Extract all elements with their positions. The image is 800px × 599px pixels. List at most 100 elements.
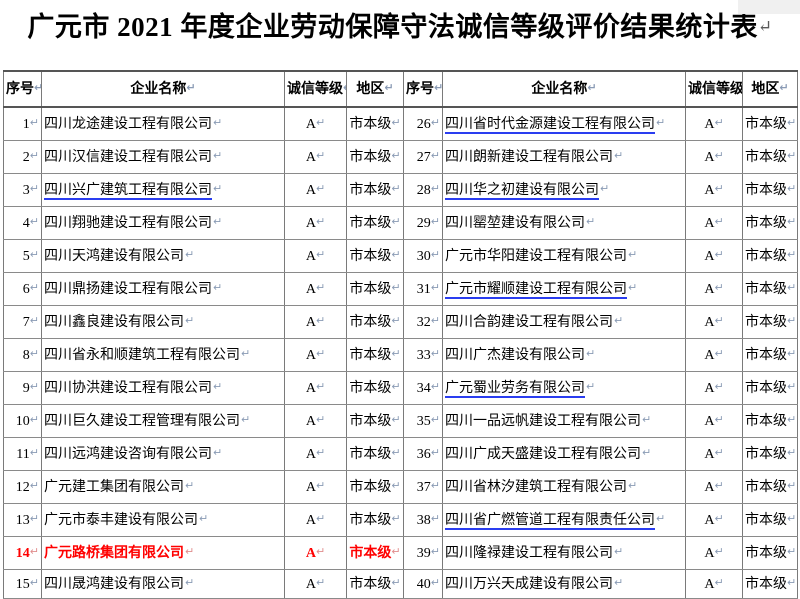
company-name-right-text: 四川广杰建设有限公司: [445, 348, 585, 363]
paragraph-mark-icon: ↵: [391, 413, 401, 426]
row-index-left: 5↵: [3, 239, 42, 273]
credit-grade-left: A↵: [284, 569, 347, 599]
company-name-left-text: 四川晟鸿建设有限公司: [44, 577, 184, 592]
credit-grade-left-text: A: [305, 513, 316, 528]
region-left: 市本级↵: [346, 371, 404, 405]
column-header-company-right: 企业名称↵: [442, 70, 686, 108]
row-index-right-text: 39: [416, 546, 431, 561]
credit-grade-left: A↵: [284, 503, 347, 537]
credit-grade-right: A↵: [685, 470, 743, 504]
column-header-grade-right-text: 诚信等级: [688, 82, 743, 97]
region-left-text: 市本级: [349, 348, 392, 363]
column-header-grade-left-text: 诚信等级: [287, 82, 343, 97]
region-left-text: 市本级: [349, 282, 392, 297]
region-left: 市本级↵: [346, 569, 404, 599]
paragraph-mark-icon: ↵: [787, 413, 797, 426]
paragraph-mark-icon: ↵: [315, 479, 326, 492]
paragraph-mark-icon: ↵: [241, 413, 251, 426]
region-left: 市本级↵: [346, 305, 404, 339]
company-name-left-text: 四川省永和顺建筑工程有限公司: [44, 348, 240, 363]
company-name-right-text: 四川合韵建设工程有限公司: [445, 315, 613, 330]
row-index-left: 9↵: [3, 371, 42, 405]
row-index-left-text: 12: [15, 480, 30, 495]
region-right: 市本级↵: [742, 173, 798, 207]
table-row: 7↵ 四川鑫良建设有限公司↵ A↵ 市本级↵ 32↵ 四川合韵建设工程有限公司↵ A↵ 市本级…: [3, 305, 798, 339]
region-left-text: 市本级: [349, 249, 392, 264]
company-name-left: 四川鑫良建设有限公司↵: [41, 305, 285, 339]
company-name-right-text: 四川华之初建设有限公司: [445, 183, 599, 200]
region-right: 市本级↵: [742, 106, 798, 141]
company-name-right-text: 四川广成天盛建设工程有限公司: [445, 447, 641, 462]
paragraph-mark-icon: ↵: [34, 81, 41, 94]
region-right-text: 市本级: [745, 249, 787, 264]
paragraph-mark-icon: ↵: [628, 281, 638, 294]
paragraph-mark-icon: ↵: [391, 116, 401, 129]
company-name-right: 四川合韵建设工程有限公司↵: [442, 305, 686, 339]
credit-grade-right: A↵: [685, 206, 743, 240]
company-name-left-text: 四川远鸿建设咨询有限公司: [44, 447, 212, 462]
table-row: 2↵ 四川汉信建设工程有限公司↵ A↵ 市本级↵ 27↵ 四川朗新建设工程有限公司↵ A↵ 市…: [3, 140, 798, 174]
paragraph-mark-icon: ↵: [714, 215, 724, 228]
column-header-grade-right: 诚信等级↵: [685, 70, 743, 108]
paragraph-mark-icon: ↵: [714, 248, 724, 261]
region-left-text: 市本级: [349, 117, 392, 132]
company-name-right-text: 四川一品远帆建设工程有限公司: [445, 414, 641, 429]
column-header-index-right: 序号↵: [403, 70, 443, 108]
company-name-left-text: 四川天鸿建设有限公司: [44, 249, 184, 264]
region-right: 市本级↵: [742, 404, 798, 438]
row-index-left: 6↵: [3, 272, 42, 306]
region-right: 市本级↵: [742, 305, 798, 339]
row-index-right: 32↵: [403, 305, 443, 339]
paragraph-mark-icon: ↵: [29, 545, 39, 558]
credit-grade-left: A↵: [284, 140, 347, 174]
row-index-left-text: 15: [15, 577, 30, 592]
paragraph-mark-icon: ↵: [600, 182, 610, 195]
row-index-left-text: 7: [22, 315, 30, 330]
credit-grade-right: A↵: [685, 272, 743, 306]
region-right: 市本级↵: [742, 371, 798, 405]
table-row: 12↵ 广元建工集团有限公司↵ A↵ 市本级↵ 37↵ 四川省林汐建筑工程有限公司↵ A↵ 市…: [3, 470, 798, 504]
company-name-right: 四川省林汐建筑工程有限公司↵: [442, 470, 686, 504]
credit-grade-left-text: A: [305, 216, 316, 231]
company-name-right: 四川万兴天成建设有限公司↵: [442, 569, 686, 599]
row-index-left-text: 4: [22, 216, 30, 231]
company-name-right: 四川省时代金源建设工程有限公司↵: [442, 106, 686, 141]
credit-grade-right-text: A: [704, 315, 715, 330]
page-title-text: 广元市 2021 年度企业劳动保障守法诚信等级评价结果统计表: [27, 12, 758, 42]
paragraph-mark-icon: ↵: [614, 545, 624, 558]
row-index-right: 33↵: [403, 338, 443, 372]
table-row: 3↵ 四川兴广建筑工程有限公司↵ A↵ 市本级↵ 28↵ 四川华之初建设有限公司↵ A↵ 市本…: [3, 173, 798, 207]
row-index-left: 12↵: [3, 470, 42, 504]
company-name-left: 四川兴广建筑工程有限公司↵: [41, 173, 285, 207]
paragraph-mark-icon: ↵: [29, 314, 39, 327]
paragraph-mark-icon: ↵: [315, 413, 326, 426]
paragraph-mark-icon: ↵: [787, 576, 797, 589]
region-left-text: 市本级: [349, 447, 392, 462]
paragraph-mark-icon: ↵: [430, 446, 440, 459]
region-right-text: 市本级: [745, 414, 787, 429]
region-left-text: 市本级: [349, 513, 392, 528]
column-header-region-right-text: 地区: [751, 82, 780, 97]
paragraph-mark-icon: ↵: [430, 347, 440, 360]
credit-grade-right: A↵: [685, 404, 743, 438]
paragraph-mark-icon: ↵: [586, 347, 596, 360]
credit-grade-left: A↵: [284, 305, 347, 339]
credit-grade-right: A↵: [685, 503, 743, 537]
credit-grade-left: A↵: [284, 470, 347, 504]
credit-grade-right: A↵: [685, 371, 743, 405]
row-index-right: 28↵: [403, 173, 443, 207]
company-name-left-text: 四川兴广建筑工程有限公司: [44, 183, 212, 200]
row-index-left-text: 10: [15, 414, 30, 429]
paragraph-mark-icon: ↵: [29, 446, 39, 459]
paragraph-mark-icon: ↵: [391, 215, 401, 228]
paragraph-mark-icon: ↵: [213, 116, 223, 129]
row-index-left: 11↵: [3, 437, 42, 471]
paragraph-mark-icon: ↵: [391, 347, 401, 360]
row-index-left-text: 9: [22, 381, 30, 396]
table-row: 8↵ 四川省永和顺建筑工程有限公司↵ A↵ 市本级↵ 33↵ 四川广杰建设有限公司↵ A↵ 市…: [3, 338, 798, 372]
row-index-left: 3↵: [3, 173, 42, 207]
region-right: 市本级↵: [742, 206, 798, 240]
paragraph-mark-icon: ↵: [213, 281, 223, 294]
table-row: 10↵ 四川巨久建设工程管理有限公司↵ A↵ 市本级↵ 35↵ 四川一品远帆建设工程有限公…: [3, 404, 798, 438]
paragraph-mark-icon: ↵: [29, 479, 39, 492]
